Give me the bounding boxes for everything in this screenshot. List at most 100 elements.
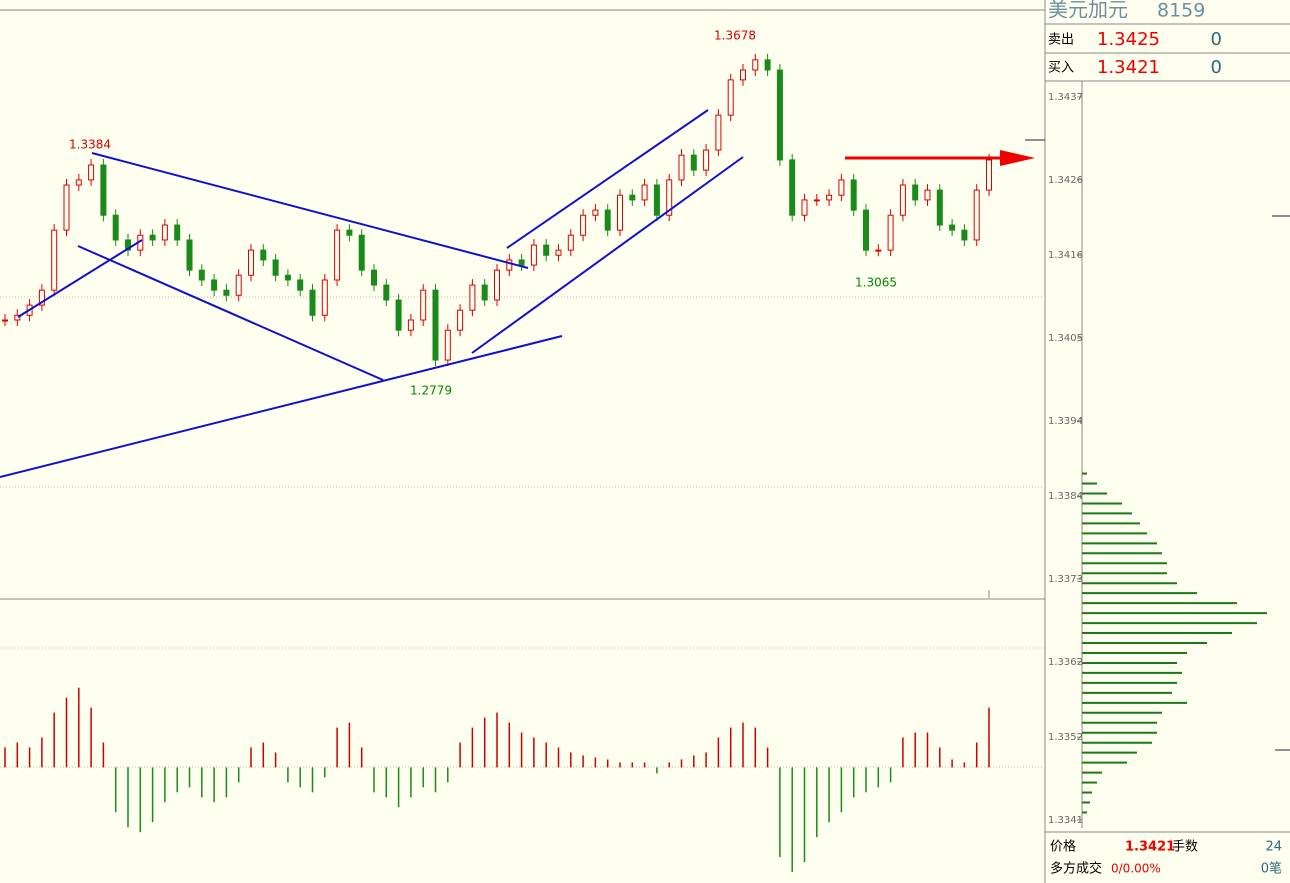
candle-body bbox=[961, 229, 968, 241]
candle-body bbox=[518, 259, 525, 266]
y-tick-label: 1.3394 bbox=[1048, 416, 1083, 427]
y-tick-label: 1.3437 bbox=[1048, 92, 1083, 103]
candle-body bbox=[666, 179, 673, 216]
candle-body bbox=[506, 259, 513, 271]
candle-body bbox=[481, 284, 488, 301]
y-tick-label: 1.3416 bbox=[1048, 250, 1083, 261]
trend-lines bbox=[0, 109, 744, 478]
candle-body bbox=[764, 59, 771, 71]
trade-label: 多方成交 bbox=[1050, 861, 1102, 877]
candle-body bbox=[494, 269, 500, 301]
high-annotation: 1.3384 bbox=[69, 138, 111, 152]
buy-price: 1.3421 bbox=[1097, 57, 1160, 78]
candle-body bbox=[297, 279, 304, 291]
candle-body bbox=[198, 269, 205, 281]
candle-body bbox=[51, 229, 58, 291]
candle-body bbox=[309, 289, 316, 316]
candle-body bbox=[444, 329, 451, 361]
buy-volume: 0 bbox=[1211, 57, 1222, 78]
candle-body bbox=[838, 179, 845, 196]
low-annotation: 1.3065 bbox=[855, 276, 897, 290]
candle-body bbox=[912, 184, 919, 201]
lots: 24 bbox=[1265, 840, 1282, 855]
arrow-head bbox=[1000, 150, 1035, 166]
candle-body bbox=[629, 194, 636, 201]
candle-body bbox=[223, 289, 230, 296]
candle-body bbox=[63, 184, 70, 231]
candle-body bbox=[248, 249, 254, 276]
candle-body bbox=[715, 114, 722, 151]
candle-body bbox=[703, 149, 710, 171]
buy-label: 买入 bbox=[1048, 61, 1074, 76]
candle-body bbox=[38, 289, 45, 306]
candle-body bbox=[936, 189, 943, 226]
candle-body bbox=[100, 164, 107, 216]
candle-body bbox=[186, 239, 193, 271]
candle-body bbox=[383, 284, 390, 301]
candle-body bbox=[949, 224, 956, 231]
candle-body bbox=[863, 209, 869, 251]
candle-body bbox=[555, 249, 562, 256]
candle-body bbox=[740, 69, 746, 81]
count: 0笔 bbox=[1261, 861, 1282, 877]
candle-body bbox=[604, 209, 611, 231]
candle-body bbox=[395, 299, 402, 331]
candle-body bbox=[235, 274, 242, 296]
candle-body bbox=[211, 279, 218, 291]
candle-body bbox=[641, 184, 648, 201]
candle-body bbox=[346, 229, 353, 236]
candle-body bbox=[776, 69, 783, 161]
lots-label: 手数 bbox=[1172, 840, 1198, 855]
y-tick-label: 1.3373 bbox=[1048, 574, 1083, 585]
candle-body bbox=[653, 184, 660, 216]
candle-body bbox=[272, 259, 279, 276]
trade: 0/0.00% bbox=[1111, 862, 1161, 876]
candle-body bbox=[887, 214, 894, 251]
candle-body bbox=[924, 189, 931, 201]
candle-body bbox=[371, 269, 377, 286]
candle-body bbox=[801, 199, 808, 216]
candle-body bbox=[813, 199, 820, 202]
candle-body bbox=[432, 289, 439, 361]
candle-body bbox=[678, 154, 685, 181]
candle-body bbox=[334, 229, 341, 281]
candle-body bbox=[690, 154, 697, 171]
candle-body bbox=[14, 314, 21, 321]
candle-body bbox=[973, 189, 980, 241]
candle-body bbox=[580, 214, 587, 236]
y-tick-label: 1.3352 bbox=[1048, 732, 1083, 743]
candle-body bbox=[88, 164, 95, 181]
sell-price: 1.3425 bbox=[1097, 29, 1160, 50]
high-annotation: 1.3678 bbox=[714, 29, 756, 43]
y-tick-label: 1.3405 bbox=[1048, 333, 1083, 344]
candle-body bbox=[174, 224, 181, 241]
candle-body bbox=[986, 159, 992, 191]
candle-body bbox=[149, 234, 156, 241]
sell-label: 卖出 bbox=[1048, 33, 1074, 48]
candle-body bbox=[75, 179, 82, 186]
candle-body bbox=[850, 179, 857, 211]
symbol-code: 8159 bbox=[1157, 0, 1205, 22]
sell-volume: 0 bbox=[1211, 29, 1222, 50]
candle-body bbox=[457, 309, 464, 331]
candle-body bbox=[125, 239, 131, 251]
candle-body bbox=[2, 319, 8, 322]
candle-body bbox=[875, 249, 882, 252]
price-label: 价格 bbox=[1050, 839, 1076, 855]
candle-body bbox=[321, 279, 328, 316]
candle-body bbox=[543, 244, 550, 256]
candle-body bbox=[727, 79, 734, 116]
candle-body bbox=[112, 214, 119, 241]
candle-body bbox=[284, 274, 291, 281]
candle-body bbox=[407, 319, 414, 331]
candle-body bbox=[826, 194, 833, 201]
candle-body bbox=[358, 234, 365, 271]
y-tick-label: 1.3341 bbox=[1048, 815, 1083, 826]
candle-body bbox=[592, 209, 599, 216]
candle-body bbox=[567, 234, 574, 251]
candle-body bbox=[161, 224, 168, 241]
candle-body bbox=[789, 159, 796, 216]
candle-body bbox=[752, 59, 759, 71]
candle-body bbox=[530, 244, 537, 266]
